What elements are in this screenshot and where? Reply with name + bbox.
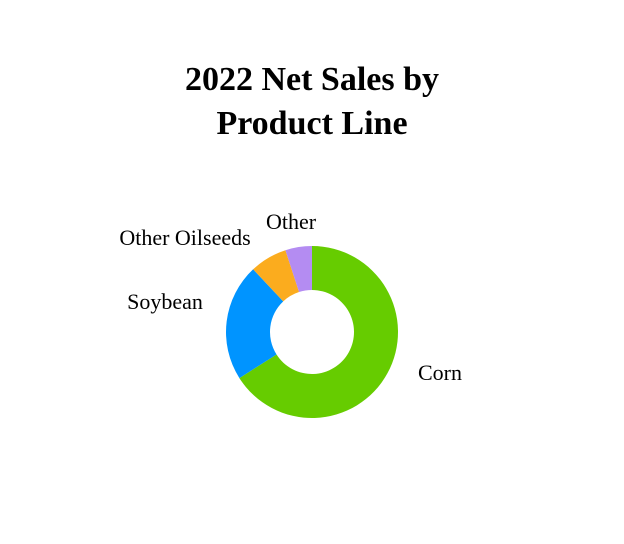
slice-other (285, 246, 312, 293)
slice-soybean (225, 269, 284, 379)
chart-title: 2022 Net Sales by Product Line (0, 58, 624, 146)
chart-title-line-2: Product Line (216, 105, 408, 142)
slice-label-other-oilseeds: Other Oilseeds (119, 225, 250, 250)
slice-label-other: Other (266, 209, 317, 234)
slice-label-corn: Corn (418, 360, 462, 385)
slice-label-soybean: Soybean (127, 289, 203, 314)
chart-title-line-1: 2022 Net Sales by (184, 61, 440, 98)
slice-corn (239, 246, 398, 418)
slice-other-oilseeds (253, 250, 300, 302)
